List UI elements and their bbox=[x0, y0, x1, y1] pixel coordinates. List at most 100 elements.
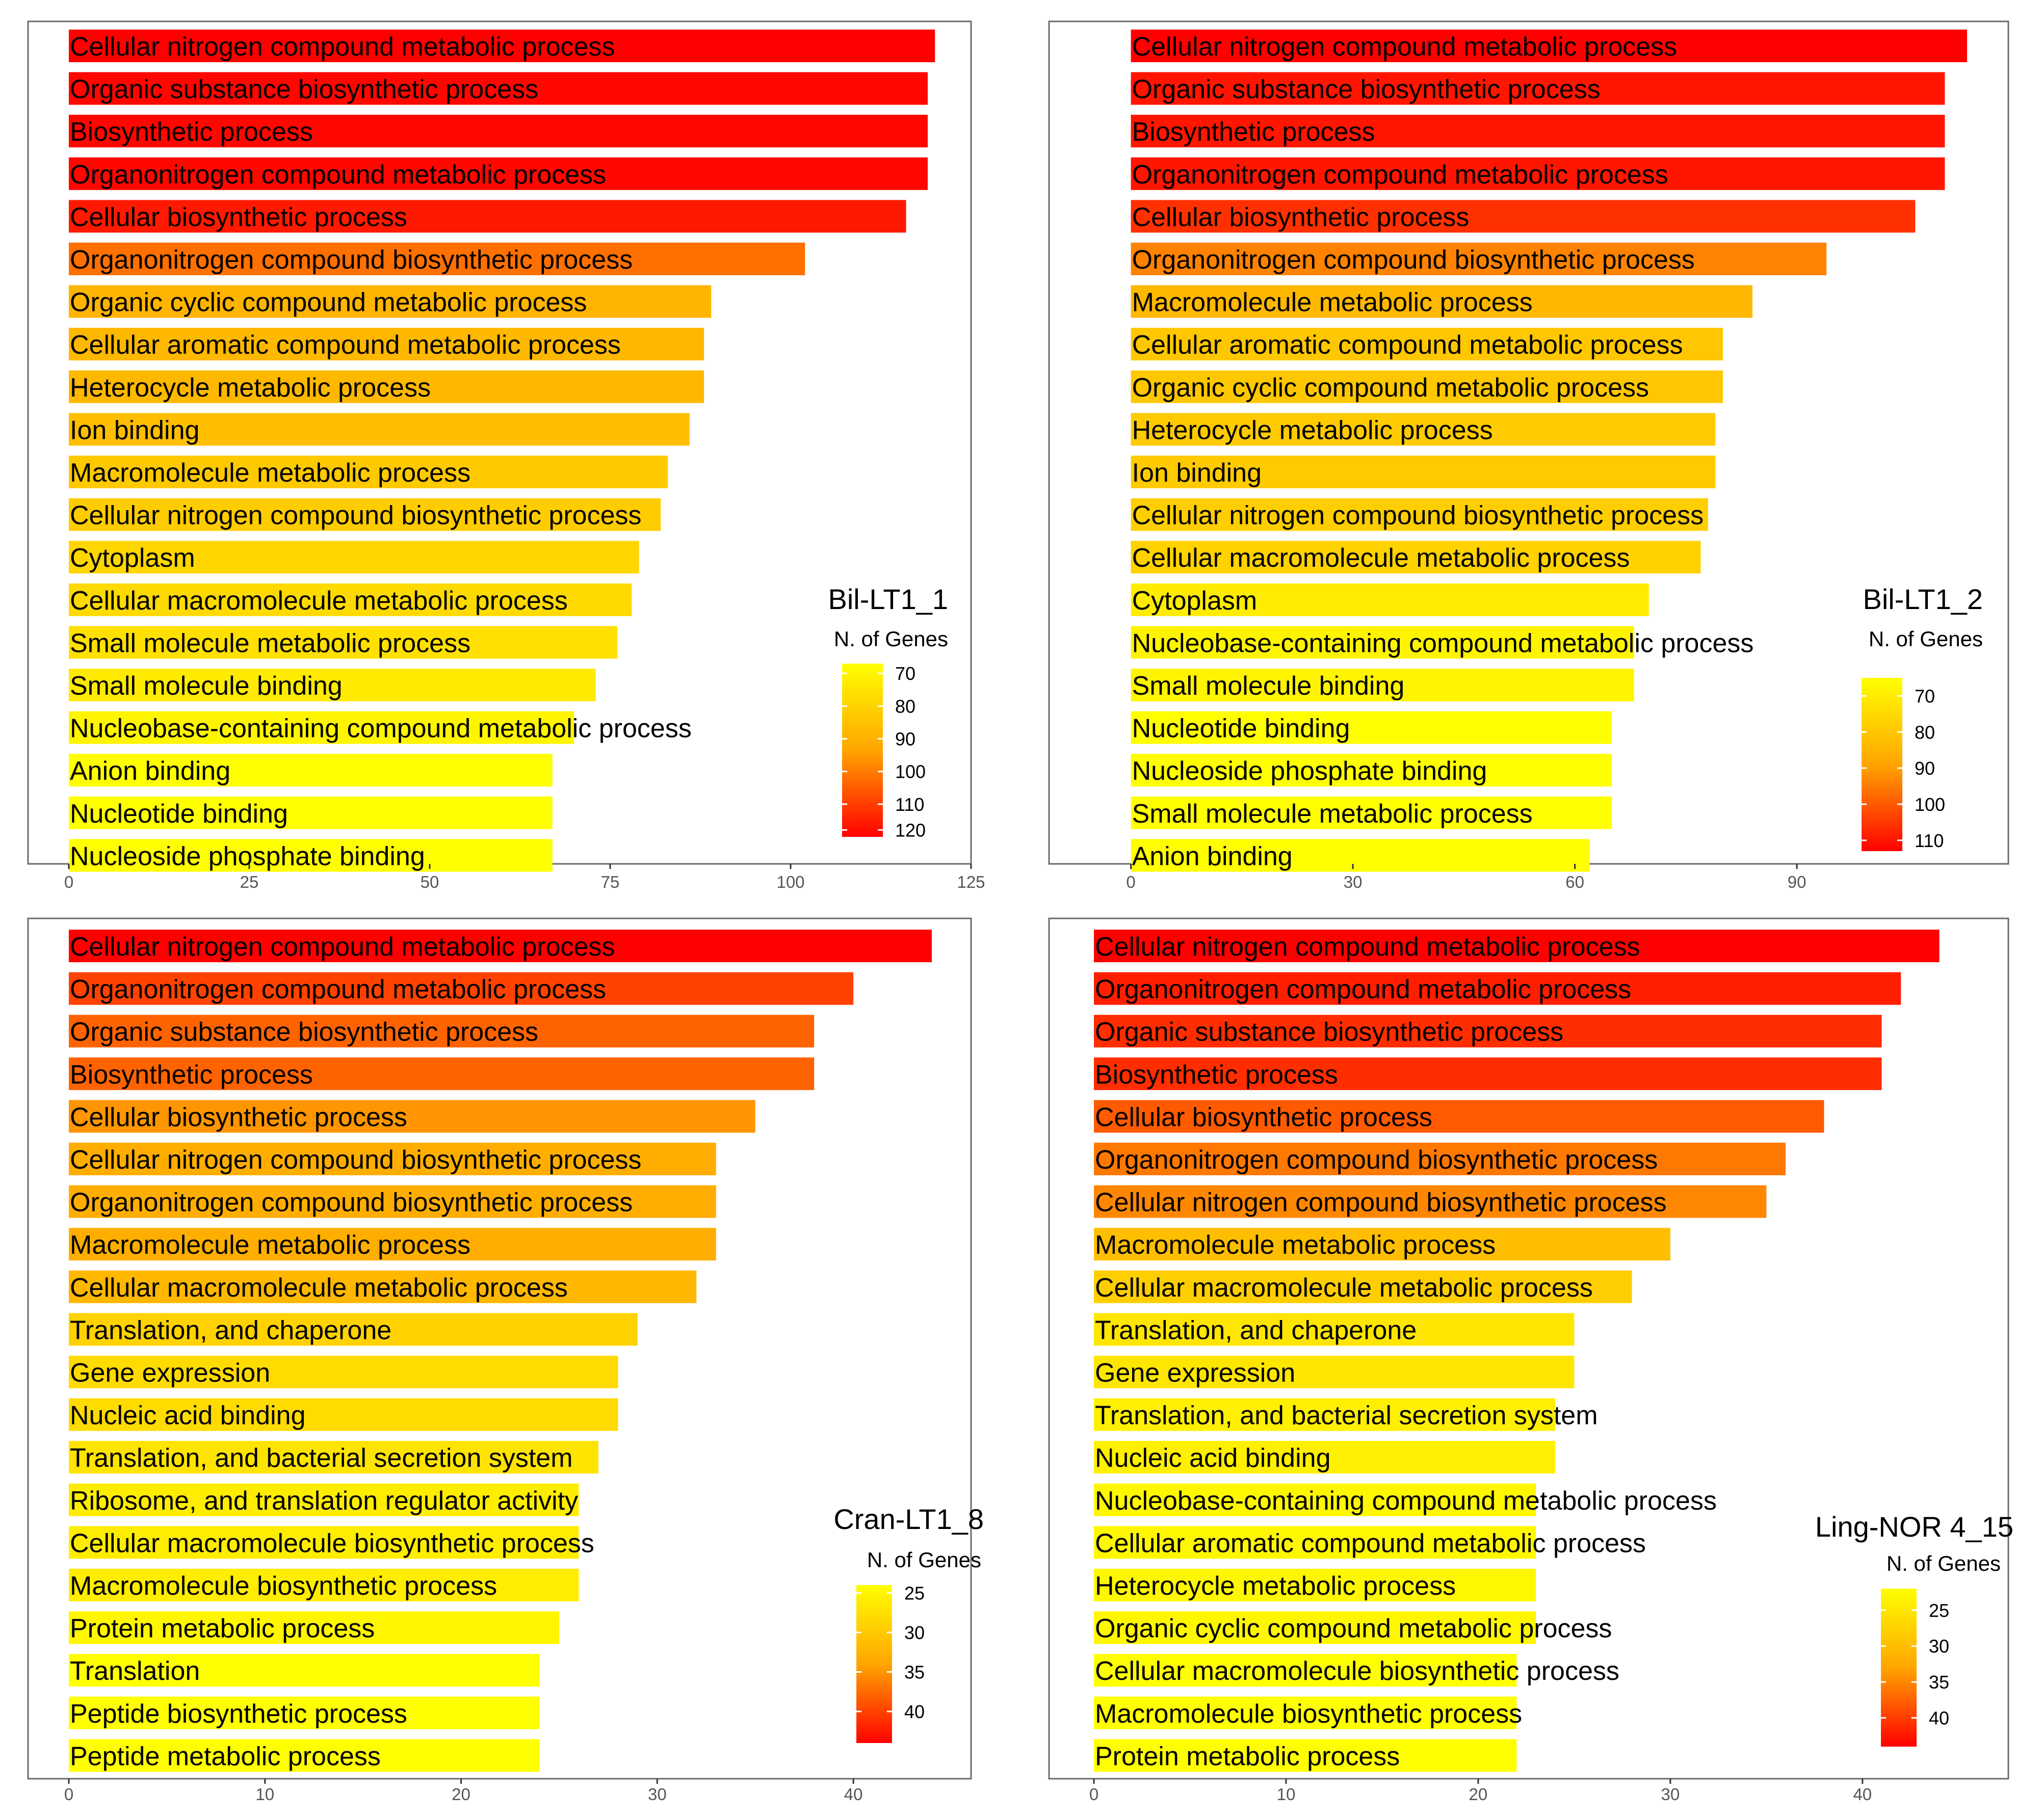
bar-label: Cellular macromolecule metabolic process bbox=[1095, 1273, 1593, 1303]
bar-label: Organic substance biosynthetic process bbox=[70, 1017, 538, 1047]
x-tick-label: 30 bbox=[1661, 1785, 1680, 1804]
bar bbox=[1131, 754, 1612, 787]
bar bbox=[1094, 1100, 1824, 1133]
bar bbox=[69, 541, 639, 574]
bar bbox=[69, 157, 928, 190]
bar-label: Cellular biosynthetic process bbox=[1132, 202, 1470, 232]
bar-label: Macromolecule biosynthetic process bbox=[70, 1571, 497, 1601]
bar bbox=[69, 1313, 638, 1346]
bar-label: Nucleotide binding bbox=[70, 799, 288, 829]
bar-label: Organic cyclic compound metabolic proces… bbox=[1095, 1614, 1612, 1644]
bar-label: Organic cyclic compound metabolic proces… bbox=[70, 288, 587, 318]
legend-tick-label: 30 bbox=[904, 1622, 925, 1643]
bar-label: Protein metabolic process bbox=[1095, 1742, 1400, 1771]
bar-label: Organic substance biosynthetic process bbox=[70, 75, 538, 104]
bar bbox=[1094, 1526, 1536, 1559]
bar bbox=[69, 1483, 579, 1516]
bar bbox=[69, 626, 618, 659]
legend-tick-label: 110 bbox=[1915, 830, 1944, 851]
bar bbox=[1131, 72, 1945, 105]
bar bbox=[69, 669, 596, 701]
x-tick-label: 10 bbox=[1277, 1785, 1296, 1804]
chart-panel-3: Cellular nitrogen compound metabolic pro… bbox=[27, 917, 984, 1804]
bar bbox=[69, 72, 928, 105]
bar bbox=[69, 711, 574, 744]
bar bbox=[1131, 498, 1708, 531]
bar-label: Biosynthetic process bbox=[1132, 117, 1375, 147]
legend-tick-label: 80 bbox=[895, 696, 915, 717]
bar bbox=[69, 243, 805, 275]
legend-tick-label: 110 bbox=[895, 794, 924, 815]
bar-label: Organonitrogen compound metabolic proces… bbox=[1132, 160, 1668, 190]
x-tick-label: 0 bbox=[1089, 1785, 1098, 1804]
bar bbox=[69, 1526, 579, 1559]
bar-label: Small molecule binding bbox=[70, 671, 343, 701]
x-tick-label: 0 bbox=[64, 873, 73, 891]
bar bbox=[1131, 285, 1752, 318]
bar-label: Translation, and bacterial secretion sys… bbox=[70, 1443, 573, 1473]
legend-tick-label: 100 bbox=[895, 761, 926, 782]
bar bbox=[1094, 930, 1940, 962]
bar bbox=[69, 1441, 598, 1474]
bar-label: Organic cyclic compound metabolic proces… bbox=[1132, 373, 1649, 403]
bar-label: Anion binding bbox=[1132, 841, 1293, 871]
legend-title: N. of Genes bbox=[834, 627, 948, 651]
bar bbox=[69, 1015, 815, 1048]
bar bbox=[69, 285, 712, 318]
bar-label: Cellular macromolecule metabolic process bbox=[70, 586, 568, 616]
legend-tick-label: 70 bbox=[895, 663, 915, 684]
bar bbox=[69, 1696, 540, 1729]
bar bbox=[69, 1611, 559, 1644]
bar bbox=[1131, 839, 1590, 872]
bar-label: Cellular nitrogen compound metabolic pro… bbox=[70, 32, 615, 62]
x-tick-label: 90 bbox=[1788, 873, 1807, 891]
bar bbox=[1131, 200, 1916, 233]
bar-label: Heterocycle metabolic process bbox=[1095, 1571, 1456, 1601]
legend-tick-label: 80 bbox=[1915, 722, 1935, 743]
panel-frame bbox=[27, 917, 972, 1780]
bar-label: Small molecule metabolic process bbox=[1132, 799, 1533, 829]
bar bbox=[1094, 1143, 1786, 1175]
bar bbox=[1094, 1654, 1517, 1687]
legend-tick-label: 35 bbox=[1929, 1672, 1949, 1693]
bar bbox=[69, 796, 553, 829]
x-tick-label: 10 bbox=[255, 1785, 274, 1804]
bar bbox=[1131, 456, 1716, 488]
bar-label: Organonitrogen compound biosynthetic pro… bbox=[70, 245, 633, 275]
bar-label: Macromolecule biosynthetic process bbox=[1095, 1699, 1522, 1729]
legend-tick-label: 90 bbox=[1915, 758, 1935, 779]
legend-tick-label: 90 bbox=[895, 729, 915, 750]
bar-label: Nucleobase-containing compound metabolic… bbox=[70, 714, 692, 744]
bar bbox=[1131, 115, 1945, 148]
bar-label: Cellular biosynthetic process bbox=[70, 202, 407, 232]
bar bbox=[69, 413, 690, 446]
bar bbox=[1131, 157, 1945, 190]
bar bbox=[1131, 583, 1649, 616]
bar-label: Cellular nitrogen compound biosynthetic … bbox=[1095, 1188, 1667, 1218]
bar bbox=[69, 1654, 540, 1687]
bar-label: Cellular nitrogen compound metabolic pro… bbox=[1095, 932, 1640, 962]
bar bbox=[1131, 328, 1723, 361]
bar-label: Cellular macromolecule biosynthetic proc… bbox=[1095, 1656, 1619, 1686]
bar-label: Peptide metabolic process bbox=[70, 1742, 381, 1771]
x-tick-label: 60 bbox=[1565, 873, 1584, 891]
bar bbox=[1131, 796, 1612, 829]
bar bbox=[1131, 626, 1634, 659]
legend-tick-label: 70 bbox=[1915, 685, 1935, 706]
bar-label: Organic substance biosynthetic process bbox=[1095, 1017, 1563, 1047]
bar-label: Nucleic acid binding bbox=[70, 1401, 306, 1431]
bar bbox=[1131, 541, 1701, 574]
legend-tick-label: 100 bbox=[1915, 794, 1945, 815]
x-tick-label: 0 bbox=[1126, 873, 1135, 891]
bar bbox=[69, 930, 932, 962]
bar-label: Ribosome, and translation regulator acti… bbox=[70, 1486, 578, 1516]
legend-title: N. of Genes bbox=[1869, 627, 1983, 651]
bar bbox=[69, 839, 553, 872]
bar-label: Cellular nitrogen compound metabolic pro… bbox=[1132, 32, 1677, 62]
bar-label: Cellular macromolecule biosynthetic proc… bbox=[70, 1528, 594, 1558]
bar-label: Cellular biosynthetic process bbox=[1095, 1102, 1432, 1132]
chart-panel-2: Cellular nitrogen compound metabolic pro… bbox=[1048, 20, 2009, 891]
legend-color-bar bbox=[856, 1585, 892, 1743]
bar-label: Ion binding bbox=[70, 415, 199, 445]
bar-label: Protein metabolic process bbox=[70, 1614, 375, 1644]
